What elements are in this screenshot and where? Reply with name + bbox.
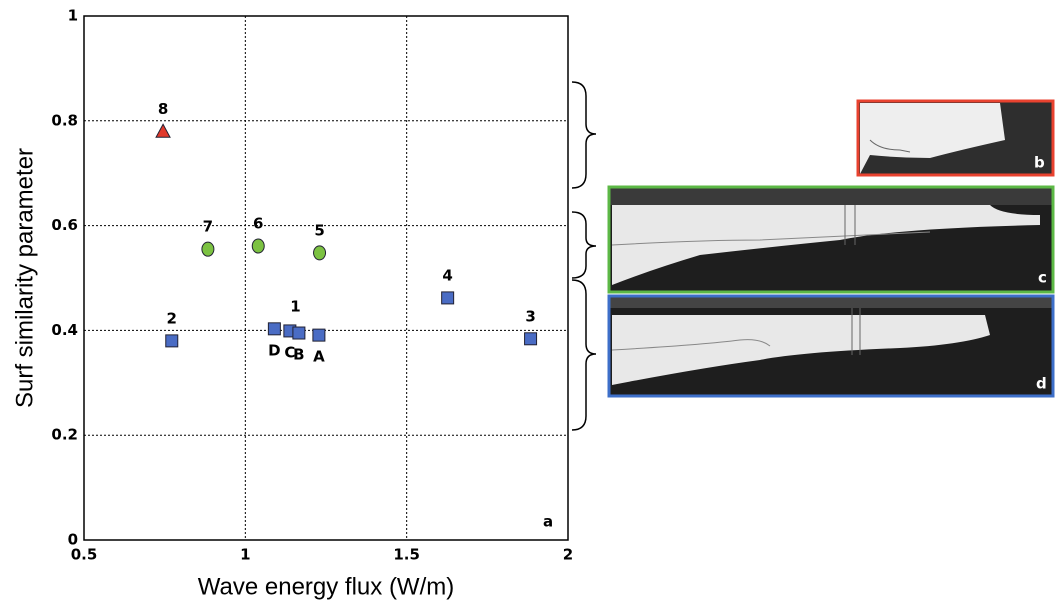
point-label: 5 xyxy=(314,221,324,239)
photo-frame xyxy=(607,185,1055,294)
x-tick-label: 1.5 xyxy=(393,546,420,564)
x-tick-label: 0.5 xyxy=(71,546,98,564)
point-label: 4 xyxy=(442,266,452,284)
point-label: B xyxy=(293,346,304,364)
x-axis-label: Wave energy flux (W/m) xyxy=(198,573,455,600)
y-tick-label: 0.4 xyxy=(51,321,78,339)
x-tick-label: 2 xyxy=(563,546,573,564)
point-label: D xyxy=(268,341,280,359)
point xyxy=(441,291,455,305)
photo-d: d xyxy=(607,294,1055,398)
point-label: 3 xyxy=(525,307,535,325)
point-label: C xyxy=(284,343,295,361)
photo-frame xyxy=(607,294,1055,398)
point xyxy=(155,123,171,138)
photo-label: b xyxy=(1034,154,1045,172)
group-label: 1 xyxy=(290,297,300,315)
brackets xyxy=(571,81,597,431)
point-label: 2 xyxy=(167,309,177,327)
point xyxy=(267,322,281,336)
plot-frame xyxy=(83,15,569,541)
photo-label: c xyxy=(1038,269,1047,287)
point xyxy=(313,245,327,261)
point xyxy=(524,332,538,346)
point-label: 7 xyxy=(203,218,213,236)
point-label: 6 xyxy=(253,215,263,233)
point xyxy=(292,326,306,340)
point xyxy=(312,328,326,342)
y-tick-label: 1 xyxy=(68,7,78,25)
panel-label: a xyxy=(543,513,553,531)
y-axis-label: Surf similarity parameter xyxy=(11,148,38,408)
y-tick-label: 0 xyxy=(68,531,78,549)
photo-label: d xyxy=(1036,375,1047,393)
y-tick-label: 0.6 xyxy=(51,216,78,234)
point xyxy=(201,241,215,257)
point xyxy=(165,334,179,348)
x-tick-label: 1 xyxy=(240,546,250,564)
y-tick-label: 0.8 xyxy=(51,111,78,129)
photo-frame xyxy=(856,99,1055,177)
photo-c: c xyxy=(607,185,1055,294)
y-tick-label: 0.2 xyxy=(51,426,78,444)
point xyxy=(251,238,265,254)
point-label: A xyxy=(313,348,325,366)
point-label: 8 xyxy=(158,100,168,118)
photo-b: b xyxy=(856,99,1055,177)
